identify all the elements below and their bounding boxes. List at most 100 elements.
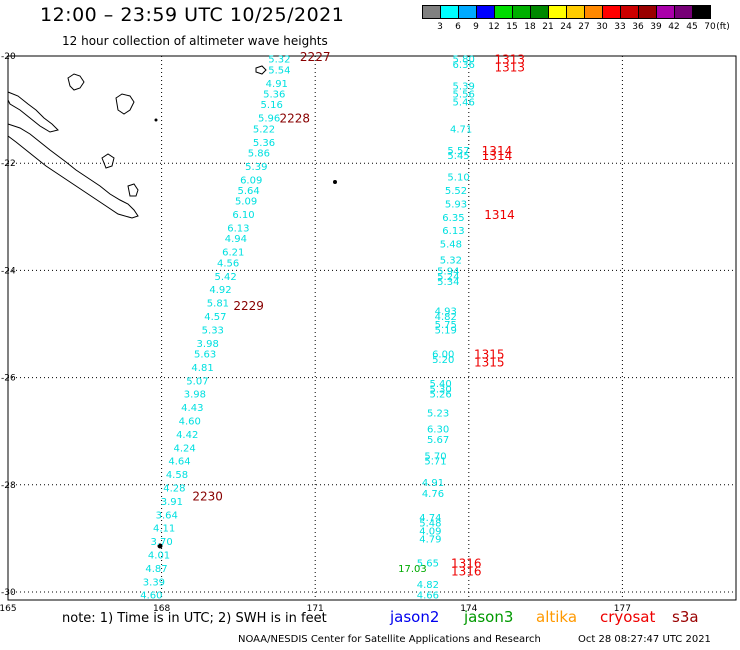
wave-height-value: 5.36 xyxy=(253,138,275,149)
axis-ticks: 165 168 171 174 177 -20 -22 -24 -26 -28 -30 xyxy=(0,52,631,614)
wave-height-value: 5.26 xyxy=(430,390,452,401)
time-label: 2227 xyxy=(300,50,331,64)
time-label: 2230 xyxy=(192,490,223,504)
wave-height-value: 5.19 xyxy=(435,325,457,336)
time-label: 1314 xyxy=(482,149,513,163)
footer-timestamp: Oct 28 08:27:47 UTC 2021 xyxy=(578,634,711,645)
wave-height-value: 3.91 xyxy=(161,497,183,508)
lat-tick-label: -28 xyxy=(1,481,16,491)
wave-height-value: 5.70 xyxy=(424,451,446,462)
lat-tick-label: -30 xyxy=(1,588,16,598)
wave-height-value: 4.87 xyxy=(145,564,167,575)
wave-height-value: 4.09 xyxy=(419,526,441,537)
wave-height-value: 5.48 xyxy=(440,240,462,251)
lon-tick-label: 168 xyxy=(153,604,170,614)
wave-height-value: 4.94 xyxy=(225,234,247,245)
wave-height-value: 4.91 xyxy=(266,79,288,90)
wave-height-value: 5.93 xyxy=(445,199,467,210)
time-label: 1314 xyxy=(482,144,513,158)
wave-height-value: 5.22 xyxy=(253,124,275,135)
satellite-jason2: jason2 xyxy=(390,608,440,626)
wave-height-value: 6.13 xyxy=(227,224,249,235)
wave-height-value: 5.81 xyxy=(207,299,229,310)
wave-height-value: 5.34 xyxy=(437,277,459,288)
time-label: 1314 xyxy=(484,208,515,222)
time-label: 1315 xyxy=(474,356,505,370)
plot-frame xyxy=(7,55,737,601)
wave-height-value: 4.56 xyxy=(217,258,239,269)
wave-height-value: 5.75 xyxy=(435,320,457,331)
wave-height-value: 5.46 xyxy=(453,98,475,109)
wave-height-value: 4.79 xyxy=(419,534,441,545)
legend-label: 27 xyxy=(578,22,590,32)
time-label: 1315 xyxy=(474,347,505,361)
time-label: 1313 xyxy=(494,61,525,75)
legend-label: 21 xyxy=(542,22,554,32)
wave-height-value: 4.43 xyxy=(181,403,203,414)
wave-height-value: 4.01 xyxy=(148,550,170,561)
wave-height-value: 4.42 xyxy=(176,430,198,441)
wave-height-value: 4.93 xyxy=(435,307,457,318)
wave-height-value: 4.64 xyxy=(168,457,190,468)
wave-height-value: 6.35 xyxy=(442,213,464,224)
wave-height-value: 6.09 xyxy=(240,175,262,186)
wave-height-value: 5.67 xyxy=(427,435,449,446)
legend-label: 70 xyxy=(704,22,716,32)
lat-tick-label: -22 xyxy=(1,159,16,169)
wave-height-value: 5.40 xyxy=(430,379,452,390)
time-label: 1313 xyxy=(494,53,525,67)
legend-label: 42 xyxy=(668,22,680,32)
wave-height-value: 5.57 xyxy=(447,146,469,157)
wave-height-value: 5.23 xyxy=(427,408,449,419)
time-label: 2228 xyxy=(279,112,310,126)
wave-height-value: 4.82 xyxy=(435,312,457,323)
wave-height-value: 5.42 xyxy=(214,272,236,283)
lon-tick-label: 174 xyxy=(460,604,477,614)
wave-height-value: 5.52 xyxy=(445,186,467,197)
wave-height-value-green: 17.03 xyxy=(398,564,427,575)
wave-height-value: 5.07 xyxy=(186,376,208,387)
wave-height-value: 4.58 xyxy=(166,470,188,481)
legend-label: 24 xyxy=(560,22,572,32)
wave-height-value: 4.60 xyxy=(179,416,201,427)
wave-height-value: 5.71 xyxy=(424,457,446,468)
legend-label: 18 xyxy=(524,22,536,32)
track-cryosat: 5.806.36 5.395.565.46 4.71 5.575.45 5.10 5.52… xyxy=(398,53,525,602)
legend-label: 36 xyxy=(632,22,644,32)
wave-height-value: 4.71 xyxy=(450,124,472,135)
wave-height-value: 4.66 xyxy=(417,591,439,602)
wave-height-value: 3.98 xyxy=(197,339,219,350)
wave-height-value: 4.24 xyxy=(174,443,196,454)
lat-tick-label: -20 xyxy=(1,52,16,62)
wave-height-value: 4.92 xyxy=(209,285,231,296)
satellite-jason3: jason3 xyxy=(464,608,514,626)
wave-height-value: 4.60 xyxy=(140,591,162,602)
wave-height-value: 3.64 xyxy=(156,510,178,521)
wave-height-value: 5.86 xyxy=(248,148,270,159)
time-label: 2229 xyxy=(233,299,264,313)
footer-credit: NOAA/NESDIS Center for Satellite Applica… xyxy=(238,634,541,645)
legend-label: 30 xyxy=(596,22,608,32)
wave-height-value: 6.13 xyxy=(442,226,464,237)
wave-height-value: 5.39 xyxy=(245,162,267,173)
wave-height-value: 5.09 xyxy=(235,197,257,208)
wave-height-value: 5.20 xyxy=(432,355,454,366)
wave-height-value: 5.16 xyxy=(261,100,283,111)
wave-height-value: 5.10 xyxy=(447,173,469,184)
wave-height-value: 6.30 xyxy=(427,425,449,436)
legend-label: 45 xyxy=(686,22,698,32)
wave-height-value: 3.98 xyxy=(184,390,206,401)
wave-height-value: 5.32 xyxy=(440,256,462,267)
time-label: 1316 xyxy=(451,565,482,579)
coastline xyxy=(7,65,337,549)
footer-note: note: 1) Time is in UTC; 2) SWH is in fe… xyxy=(62,611,327,626)
wave-height-value: 4.28 xyxy=(163,483,185,494)
legend-label: 6 xyxy=(455,22,461,32)
lon-tick-label: 165 xyxy=(0,604,17,614)
wave-height-value: 5.80 xyxy=(453,55,475,66)
wave-height-value: 5.24 xyxy=(437,272,459,283)
wave-height-value: 4.57 xyxy=(204,312,226,323)
wave-height-value: 6.10 xyxy=(232,210,254,221)
